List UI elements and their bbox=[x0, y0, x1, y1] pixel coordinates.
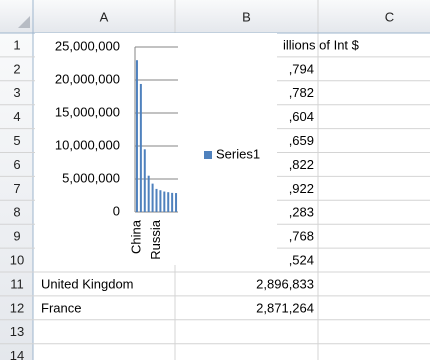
cell: ,822 bbox=[289, 157, 314, 172]
cell: ,524 bbox=[289, 252, 314, 267]
select-all[interactable] bbox=[18, 16, 30, 28]
cell: ,794 bbox=[289, 61, 314, 76]
bar bbox=[139, 83, 142, 213]
cell: ,659 bbox=[289, 133, 314, 148]
row-header: 11 bbox=[10, 276, 24, 291]
bar bbox=[171, 192, 174, 212]
column-header: C bbox=[385, 9, 394, 24]
bar bbox=[143, 149, 146, 212]
row-header: 13 bbox=[10, 324, 24, 339]
y-tick-label: 10,000,000 bbox=[55, 137, 120, 152]
legend-label: Series1 bbox=[216, 146, 260, 161]
cell: ,768 bbox=[289, 229, 314, 244]
cell: 2,896,833 bbox=[256, 276, 314, 291]
x-tick-label: China bbox=[128, 219, 143, 254]
row-header: 7 bbox=[13, 181, 20, 196]
cell: ,782 bbox=[289, 85, 314, 100]
row-header: 10 bbox=[10, 252, 24, 267]
y-tick-label: 25,000,000 bbox=[55, 38, 120, 53]
cell: ,283 bbox=[289, 205, 314, 220]
column-header: A bbox=[100, 9, 109, 24]
row-header: 2 bbox=[13, 61, 20, 76]
bar bbox=[151, 183, 154, 212]
bar bbox=[155, 188, 158, 212]
row-header: 6 bbox=[13, 157, 20, 172]
column-header: B bbox=[242, 9, 251, 24]
row-header: 1 bbox=[13, 37, 20, 52]
column-header-bar bbox=[0, 0, 430, 33]
row-header: 5 bbox=[13, 133, 20, 148]
cell: United Kingdom bbox=[41, 276, 134, 291]
legend-swatch bbox=[204, 151, 212, 159]
y-tick-label: 0 bbox=[113, 203, 120, 218]
row-header: 3 bbox=[13, 85, 20, 100]
row-header: 4 bbox=[13, 109, 20, 124]
row-header: 12 bbox=[10, 300, 24, 315]
bar bbox=[135, 60, 138, 213]
row-header: 9 bbox=[13, 229, 20, 244]
y-tick-label: 20,000,000 bbox=[55, 71, 120, 86]
row-header: 14 bbox=[10, 348, 24, 360]
chart-area bbox=[35, 33, 277, 265]
y-tick-label: 15,000,000 bbox=[55, 104, 120, 119]
cell: ,922 bbox=[289, 181, 314, 196]
row-header-bar bbox=[0, 33, 33, 360]
row-header: 8 bbox=[13, 205, 20, 220]
y-tick-label: 5,000,000 bbox=[62, 170, 120, 185]
bar bbox=[159, 190, 162, 212]
cell: illions of Int $ bbox=[283, 37, 360, 52]
x-tick-label: Russia bbox=[148, 219, 163, 260]
bar bbox=[163, 191, 166, 212]
cell: France bbox=[41, 300, 81, 315]
cell: ,604 bbox=[289, 109, 314, 124]
bar bbox=[167, 192, 170, 212]
cell: 2,871,264 bbox=[256, 300, 314, 315]
bar bbox=[175, 193, 178, 212]
bar bbox=[147, 175, 150, 212]
